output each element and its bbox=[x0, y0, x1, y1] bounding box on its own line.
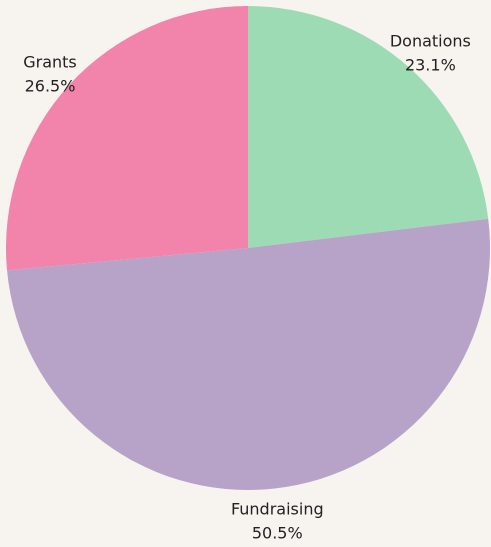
slice-value-label: 26.5% bbox=[25, 76, 76, 95]
pie-slice bbox=[248, 6, 489, 248]
slice-label: Fundraising bbox=[231, 500, 324, 519]
slice-label: Donations bbox=[390, 32, 471, 51]
slice-value-label: 50.5% bbox=[252, 524, 303, 543]
slice-label: Grants bbox=[23, 52, 77, 71]
slice-value-label: 23.1% bbox=[405, 56, 456, 75]
pie-slice bbox=[6, 6, 249, 271]
pie-slice bbox=[7, 218, 491, 491]
